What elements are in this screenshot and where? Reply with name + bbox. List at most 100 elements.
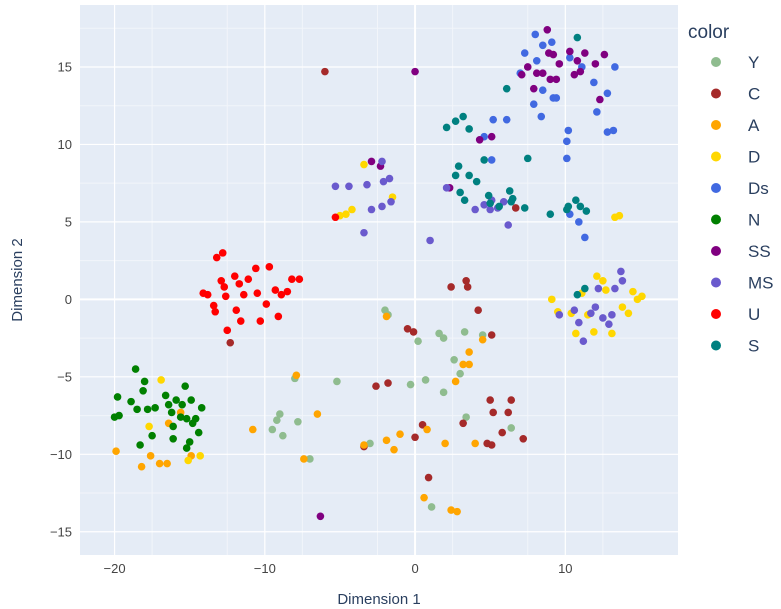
data-point xyxy=(191,414,200,423)
data-point xyxy=(235,280,244,288)
data-point xyxy=(590,328,598,336)
data-point xyxy=(570,70,579,79)
data-point xyxy=(594,284,603,293)
legend-marker xyxy=(711,277,721,288)
data-point xyxy=(382,436,391,445)
data-point xyxy=(462,413,470,421)
data-point xyxy=(164,400,173,409)
data-point xyxy=(187,396,195,404)
data-point xyxy=(451,377,460,386)
data-point xyxy=(581,49,589,57)
data-point xyxy=(611,63,619,71)
data-point xyxy=(384,379,392,387)
data-point xyxy=(218,249,227,257)
data-point xyxy=(590,78,598,87)
data-point xyxy=(115,411,123,420)
plot-background xyxy=(80,5,678,555)
legend-title: color xyxy=(688,22,730,43)
data-point xyxy=(602,286,610,294)
data-point xyxy=(333,377,341,386)
data-point xyxy=(538,69,547,77)
y-tick-label: −15 xyxy=(50,524,72,539)
data-point xyxy=(294,417,302,426)
data-point xyxy=(498,428,507,437)
data-point xyxy=(555,60,564,68)
data-point xyxy=(629,287,637,296)
data-point xyxy=(579,337,588,345)
legend-marker xyxy=(711,151,721,162)
data-point xyxy=(591,60,600,68)
data-point xyxy=(564,126,573,135)
data-point xyxy=(151,404,159,412)
data-point xyxy=(529,100,538,108)
data-point xyxy=(137,462,146,471)
data-point xyxy=(181,382,189,390)
data-point xyxy=(591,303,600,311)
legend-label: D xyxy=(748,148,760,167)
data-point xyxy=(573,33,582,42)
data-point xyxy=(176,413,185,421)
data-point xyxy=(465,348,473,356)
data-point xyxy=(411,433,419,442)
data-point xyxy=(529,84,538,93)
legend-label: N xyxy=(748,211,760,230)
data-point xyxy=(167,408,176,417)
data-point xyxy=(172,396,180,404)
series-c xyxy=(226,67,528,482)
data-point xyxy=(143,405,152,414)
data-point xyxy=(572,196,580,205)
data-point xyxy=(139,386,147,395)
data-point xyxy=(505,187,514,195)
legend-label: A xyxy=(748,116,760,135)
y-tick-label: −5 xyxy=(57,369,72,384)
data-point xyxy=(480,156,488,164)
data-point xyxy=(519,435,528,443)
data-point xyxy=(203,290,212,299)
data-point xyxy=(292,371,301,380)
data-point xyxy=(212,253,221,262)
data-point xyxy=(256,317,265,325)
data-point xyxy=(465,360,473,369)
legend-marker xyxy=(711,246,721,256)
data-point xyxy=(599,276,607,285)
data-point xyxy=(495,202,504,211)
data-point xyxy=(414,337,422,345)
data-point xyxy=(387,197,395,206)
data-point xyxy=(133,405,141,414)
data-point xyxy=(274,312,283,321)
x-tick-label: −20 xyxy=(104,561,126,576)
data-point xyxy=(504,408,513,417)
data-point xyxy=(163,459,171,468)
y-tick-label: −10 xyxy=(50,447,72,462)
data-point xyxy=(504,221,513,229)
data-point xyxy=(502,115,511,124)
data-point xyxy=(599,314,607,322)
data-point xyxy=(609,126,618,135)
data-point xyxy=(593,272,601,280)
data-point xyxy=(463,283,472,291)
data-point xyxy=(279,431,287,440)
data-point xyxy=(236,317,245,325)
data-point xyxy=(378,202,386,211)
data-point xyxy=(552,75,561,84)
data-point xyxy=(169,435,177,443)
series-u xyxy=(199,213,340,335)
data-point xyxy=(538,41,547,50)
data-point xyxy=(543,25,552,34)
data-point xyxy=(360,228,368,237)
data-point xyxy=(489,408,497,417)
data-point xyxy=(197,404,206,412)
data-point xyxy=(426,236,434,245)
y-axis-title: Dimension 2 xyxy=(9,238,26,321)
data-point xyxy=(487,441,496,449)
legend-label: SS xyxy=(748,242,771,261)
data-point xyxy=(367,205,376,214)
data-point xyxy=(465,171,473,180)
data-point xyxy=(600,50,609,59)
data-point xyxy=(342,210,350,218)
data-point xyxy=(454,162,463,170)
data-point xyxy=(474,306,482,315)
data-point xyxy=(581,284,589,293)
data-point xyxy=(421,376,430,384)
